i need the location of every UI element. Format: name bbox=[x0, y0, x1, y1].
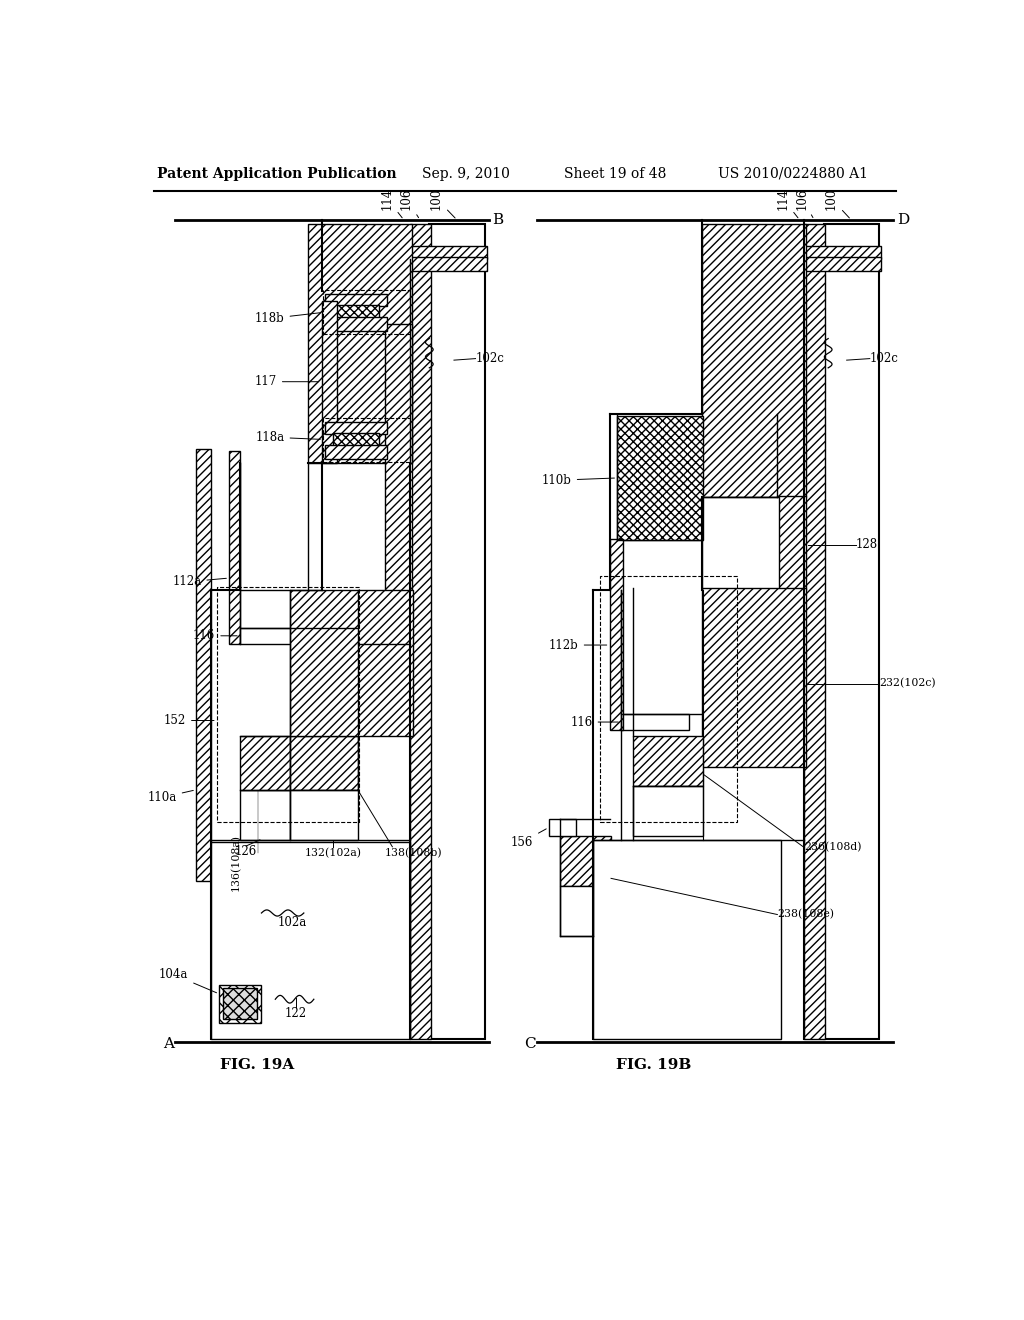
Bar bbox=[240, 737, 290, 789]
Text: 102a: 102a bbox=[278, 916, 307, 929]
Text: 114: 114 bbox=[381, 187, 402, 218]
Text: Sheet 19 of 48: Sheet 19 of 48 bbox=[564, 166, 667, 181]
Bar bbox=[617, 416, 703, 540]
Text: 100: 100 bbox=[824, 187, 849, 218]
Text: 116: 116 bbox=[193, 630, 238, 643]
Bar bbox=[223, 989, 257, 1019]
Bar bbox=[240, 628, 307, 644]
Bar bbox=[326, 445, 387, 459]
Bar bbox=[410, 257, 487, 271]
Bar bbox=[290, 737, 357, 789]
Text: 104a: 104a bbox=[159, 968, 216, 993]
Bar bbox=[217, 587, 359, 822]
Text: 238(108e): 238(108e) bbox=[777, 909, 835, 920]
Text: 100: 100 bbox=[430, 187, 455, 218]
Bar bbox=[219, 985, 261, 1023]
Text: 136(108a): 136(108a) bbox=[230, 834, 242, 891]
Text: Sep. 9, 2010: Sep. 9, 2010 bbox=[422, 166, 510, 181]
Bar bbox=[333, 305, 379, 318]
Bar bbox=[290, 590, 413, 737]
Text: FIG. 19B: FIG. 19B bbox=[616, 1059, 692, 1072]
Text: C: C bbox=[524, 1038, 536, 1051]
Text: 102c: 102c bbox=[475, 352, 505, 366]
Bar bbox=[593, 840, 781, 1039]
Text: 128: 128 bbox=[856, 539, 878, 552]
Bar bbox=[804, 257, 882, 271]
Bar bbox=[307, 224, 412, 462]
Text: 156: 156 bbox=[511, 829, 546, 849]
Bar bbox=[804, 224, 825, 1039]
Text: 114: 114 bbox=[776, 187, 798, 218]
Bar bbox=[701, 498, 779, 590]
Text: 102c: 102c bbox=[869, 352, 899, 366]
Bar bbox=[633, 737, 703, 785]
Bar bbox=[398, 247, 487, 259]
Bar bbox=[290, 789, 357, 840]
Bar bbox=[323, 418, 410, 462]
Bar bbox=[633, 785, 703, 836]
Bar bbox=[609, 539, 623, 730]
Text: 118a: 118a bbox=[255, 430, 321, 444]
Bar bbox=[410, 224, 431, 1039]
Bar bbox=[385, 323, 412, 601]
Bar bbox=[229, 451, 240, 644]
Text: 106: 106 bbox=[796, 187, 813, 218]
Bar bbox=[793, 247, 882, 259]
Bar bbox=[326, 294, 387, 306]
Bar bbox=[701, 589, 806, 767]
Text: D: D bbox=[897, 213, 909, 227]
Text: 112b: 112b bbox=[549, 639, 607, 652]
Text: 132(102a): 132(102a) bbox=[304, 847, 361, 858]
Bar bbox=[322, 301, 337, 462]
Bar bbox=[240, 789, 290, 840]
Bar bbox=[600, 576, 737, 822]
Text: US 2010/0224880 A1: US 2010/0224880 A1 bbox=[718, 166, 867, 181]
Bar bbox=[196, 449, 211, 880]
Bar bbox=[823, 224, 879, 1039]
Bar bbox=[211, 842, 410, 1039]
Text: 152: 152 bbox=[164, 714, 214, 727]
Bar bbox=[323, 290, 410, 334]
Text: 232(102c): 232(102c) bbox=[879, 678, 936, 689]
Text: Patent Application Publication: Patent Application Publication bbox=[157, 166, 396, 181]
Text: A: A bbox=[164, 1038, 174, 1051]
Text: 112a: 112a bbox=[172, 576, 226, 589]
Bar bbox=[560, 886, 611, 936]
Bar bbox=[326, 317, 387, 331]
Bar bbox=[560, 836, 611, 886]
Text: 138(108b): 138(108b) bbox=[385, 847, 442, 858]
Text: 126: 126 bbox=[234, 845, 257, 858]
Text: 116: 116 bbox=[570, 715, 618, 729]
Text: 122: 122 bbox=[285, 1007, 307, 1019]
Text: 117: 117 bbox=[255, 375, 318, 388]
Text: 106: 106 bbox=[399, 187, 419, 218]
Text: 236(108d): 236(108d) bbox=[804, 842, 862, 853]
Text: 118b: 118b bbox=[255, 312, 321, 325]
Text: 110a: 110a bbox=[147, 791, 194, 804]
Text: B: B bbox=[493, 213, 504, 227]
Bar bbox=[701, 224, 806, 498]
Text: 110b: 110b bbox=[542, 474, 614, 487]
Bar bbox=[549, 818, 575, 836]
Bar bbox=[777, 496, 806, 590]
Bar bbox=[326, 422, 387, 434]
Text: FIG. 19A: FIG. 19A bbox=[220, 1059, 295, 1072]
Bar bbox=[621, 714, 689, 730]
Bar bbox=[333, 433, 379, 446]
Bar bbox=[429, 224, 484, 1039]
